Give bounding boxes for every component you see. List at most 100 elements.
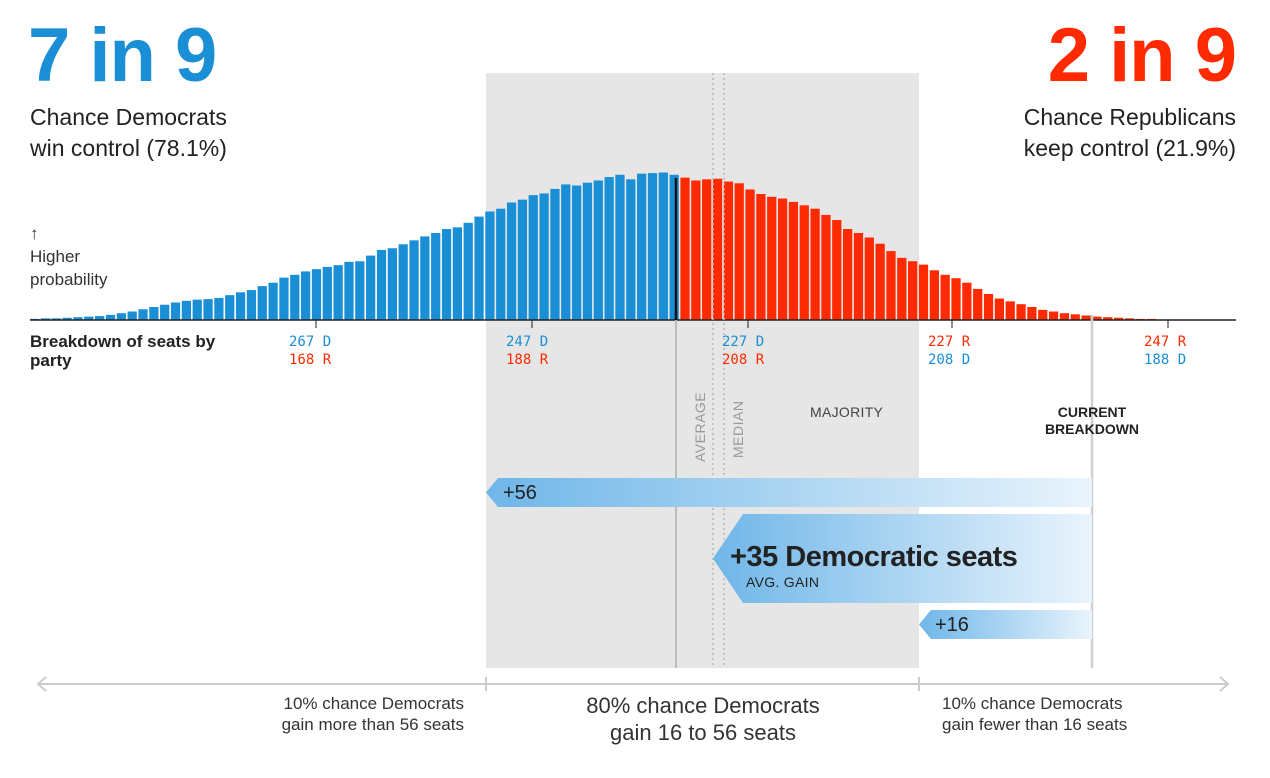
seat-bar — [853, 232, 864, 320]
seat-bar — [517, 199, 528, 320]
seat-bar — [572, 185, 582, 320]
seat-bar — [821, 214, 831, 320]
seat-bar — [1124, 318, 1135, 321]
seat-bar — [626, 179, 636, 320]
seat-bar — [496, 208, 506, 320]
seat-bar — [875, 243, 885, 320]
seat-bar — [1114, 317, 1124, 320]
seat-bar — [95, 316, 105, 321]
seat-bar — [279, 277, 289, 321]
seat-bar — [593, 180, 603, 320]
seat-tick-227r: 227 R 208 D — [928, 333, 970, 369]
seat-bar — [225, 295, 235, 320]
seat-bar — [734, 183, 744, 320]
bottom-right-line2: gain fewer than 16 seats — [942, 715, 1128, 734]
seat-tick-top: 247 D — [506, 334, 549, 350]
seat-bar — [637, 173, 647, 320]
seat-bar — [983, 294, 994, 320]
seat-bar — [485, 211, 495, 320]
seat-tick-bottom: 168 R — [289, 352, 332, 368]
seat-bar — [311, 269, 322, 320]
seat-bar — [756, 194, 766, 320]
seat-bar — [777, 198, 788, 320]
dem-chance-line1: Chance Democrats — [30, 104, 227, 130]
seat-bar — [235, 292, 246, 320]
seat-bar — [116, 313, 126, 320]
avg-gain-arrow — [713, 514, 1092, 603]
seat-bar — [615, 174, 625, 320]
seat-bar — [1027, 307, 1037, 320]
seat-bar — [474, 216, 484, 320]
bottom-center-line1: 80% chance Democrats — [586, 693, 820, 718]
seat-bar — [203, 299, 213, 321]
seat-bar — [843, 229, 853, 320]
seat-bar — [376, 249, 387, 320]
seat-bar — [214, 297, 224, 320]
seat-bar — [127, 311, 137, 320]
seat-bar — [712, 178, 723, 320]
seat-bar — [290, 274, 300, 320]
seat-bar — [539, 193, 549, 320]
seat-bar — [398, 244, 408, 320]
lower-gain-label: +16 — [935, 614, 969, 636]
seat-bar — [1092, 316, 1102, 320]
average-label: AVERAGE — [692, 391, 708, 462]
seat-bar — [1103, 317, 1113, 321]
seat-bar — [994, 298, 1004, 320]
seat-bar — [962, 282, 972, 320]
seat-bar — [788, 201, 799, 320]
seat-tick-top: 267 D — [289, 334, 332, 350]
dem-odds: 7 in 9 — [28, 13, 217, 98]
seat-bar — [1048, 311, 1059, 320]
seat-tick-247d: 247 D 188 R — [506, 333, 548, 369]
seat-bar — [1081, 315, 1091, 320]
seat-bar — [702, 179, 712, 320]
seat-bar — [268, 282, 278, 320]
seat-bar — [322, 266, 332, 320]
rep-chance-line2: keep control (21.9%) — [1023, 135, 1236, 161]
seat-bar — [669, 174, 679, 320]
seat-bar — [767, 196, 777, 320]
upper-gain-arrow — [486, 478, 1092, 507]
seat-bar — [452, 227, 462, 320]
seat-bar — [506, 202, 517, 320]
seat-bar — [723, 181, 733, 320]
bottom-right-line1: 10% chance Democrats — [942, 694, 1123, 713]
seat-tick-267d: 267 D 168 R — [289, 333, 331, 369]
seat-bar — [680, 177, 690, 320]
seat-bar — [62, 317, 72, 320]
seat-bar — [1070, 314, 1080, 320]
left-arrowhead-icon — [36, 676, 47, 692]
seat-bar — [73, 317, 83, 321]
seat-bar — [181, 300, 191, 320]
seat-tick-bottom: 188 R — [506, 352, 549, 368]
probability-hint: ↑ Higher probability — [30, 222, 108, 291]
avg-gain-label: +35 Democratic seats — [730, 541, 1018, 573]
seat-tick-top: 227 R — [928, 334, 971, 350]
seat-bar — [40, 318, 51, 321]
seat-bar — [951, 278, 961, 320]
dem-chance-text: Chance Democrats win control (78.1%) — [30, 102, 227, 164]
seat-bar — [105, 314, 116, 321]
probability-hint-line1: Higher — [30, 247, 81, 266]
seat-bar — [84, 316, 94, 320]
seat-bar — [420, 236, 430, 320]
seat-bar — [973, 288, 983, 321]
seat-tick-top: 227 D — [722, 334, 765, 350]
current-breakdown-label: CURRENT BREAKDOWN — [1032, 404, 1152, 438]
seat-bar — [745, 189, 755, 320]
bottom-center-line2: gain 16 to 56 seats — [610, 720, 796, 745]
seat-tick-bottom: 188 D — [1144, 352, 1187, 368]
seat-bar — [582, 182, 593, 320]
seat-bar — [1005, 301, 1015, 320]
seat-tick-247r: 247 R 188 D — [1144, 333, 1186, 369]
seat-bar — [604, 177, 614, 320]
seat-bar — [561, 184, 571, 320]
seat-bar — [463, 222, 473, 320]
seat-bar — [138, 309, 148, 320]
rep-odds: 2 in 9 — [1047, 13, 1237, 98]
bottom-left-note: 10% chance Democrats gain more than 56 s… — [214, 693, 464, 735]
seat-bar — [344, 261, 354, 321]
seat-bar — [301, 271, 311, 320]
